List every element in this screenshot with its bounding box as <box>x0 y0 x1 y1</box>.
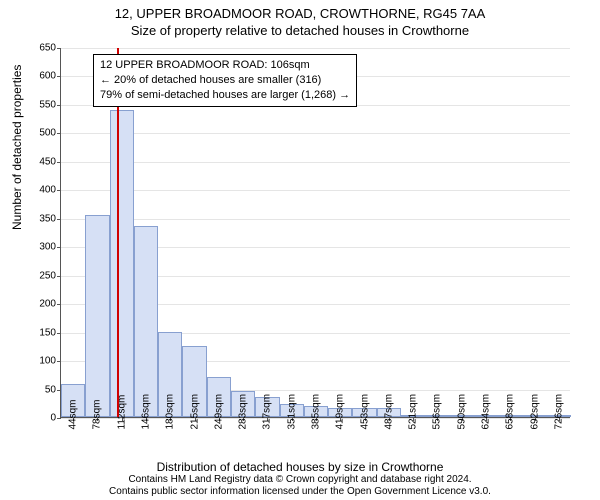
ytick-label: 350 <box>26 213 56 224</box>
ytick-label: 300 <box>26 242 56 253</box>
ytick-mark <box>57 361 61 362</box>
info-box-line: 79% of semi-detached houses are larger (… <box>100 88 350 103</box>
histogram-bar <box>110 110 134 417</box>
chart-title: 12, UPPER BROADMOOR ROAD, CROWTHORNE, RG… <box>0 0 600 40</box>
ytick-mark <box>57 105 61 106</box>
ytick-label: 200 <box>26 299 56 310</box>
ytick-label: 550 <box>26 99 56 110</box>
ytick-mark <box>57 418 61 419</box>
ytick-label: 150 <box>26 327 56 338</box>
footer-attribution: Contains HM Land Registry data © Crown c… <box>0 474 600 498</box>
histogram-bar <box>85 215 109 417</box>
ytick-label: 250 <box>26 270 56 281</box>
gridline <box>61 48 570 49</box>
gridline <box>61 190 570 191</box>
ytick-label: 50 <box>26 384 56 395</box>
ytick-label: 100 <box>26 356 56 367</box>
ytick-label: 0 <box>26 413 56 424</box>
ytick-mark <box>57 333 61 334</box>
y-axis-label: Number of detached properties <box>10 65 24 230</box>
gridline <box>61 133 570 134</box>
gridline <box>61 162 570 163</box>
ytick-label: 650 <box>26 43 56 54</box>
ytick-mark <box>57 48 61 49</box>
ytick-label: 450 <box>26 156 56 167</box>
x-axis-label: Distribution of detached houses by size … <box>0 460 600 474</box>
footer-line1: Contains HM Land Registry data © Crown c… <box>0 474 600 486</box>
footer-line2: Contains public sector information licen… <box>0 486 600 498</box>
ytick-mark <box>57 76 61 77</box>
info-box-line: ← 20% of detached houses are smaller (31… <box>100 73 350 88</box>
ytick-mark <box>57 162 61 163</box>
ytick-label: 600 <box>26 71 56 82</box>
histogram-bar <box>134 226 158 417</box>
ytick-label: 400 <box>26 185 56 196</box>
ytick-mark <box>57 133 61 134</box>
ytick-mark <box>57 276 61 277</box>
ytick-mark <box>57 304 61 305</box>
ytick-label: 500 <box>26 128 56 139</box>
ytick-mark <box>57 190 61 191</box>
title-subtitle: Size of property relative to detached ho… <box>0 23 600 40</box>
gridline <box>61 219 570 220</box>
info-box: 12 UPPER BROADMOOR ROAD: 106sqm← 20% of … <box>93 54 357 107</box>
ytick-mark <box>57 219 61 220</box>
chart-area: 0501001502002503003504004505005506006504… <box>60 48 570 418</box>
title-address: 12, UPPER BROADMOOR ROAD, CROWTHORNE, RG… <box>0 6 600 23</box>
plot-area: 0501001502002503003504004505005506006504… <box>60 48 570 418</box>
info-box-line: 12 UPPER BROADMOOR ROAD: 106sqm <box>100 58 350 73</box>
ytick-mark <box>57 247 61 248</box>
